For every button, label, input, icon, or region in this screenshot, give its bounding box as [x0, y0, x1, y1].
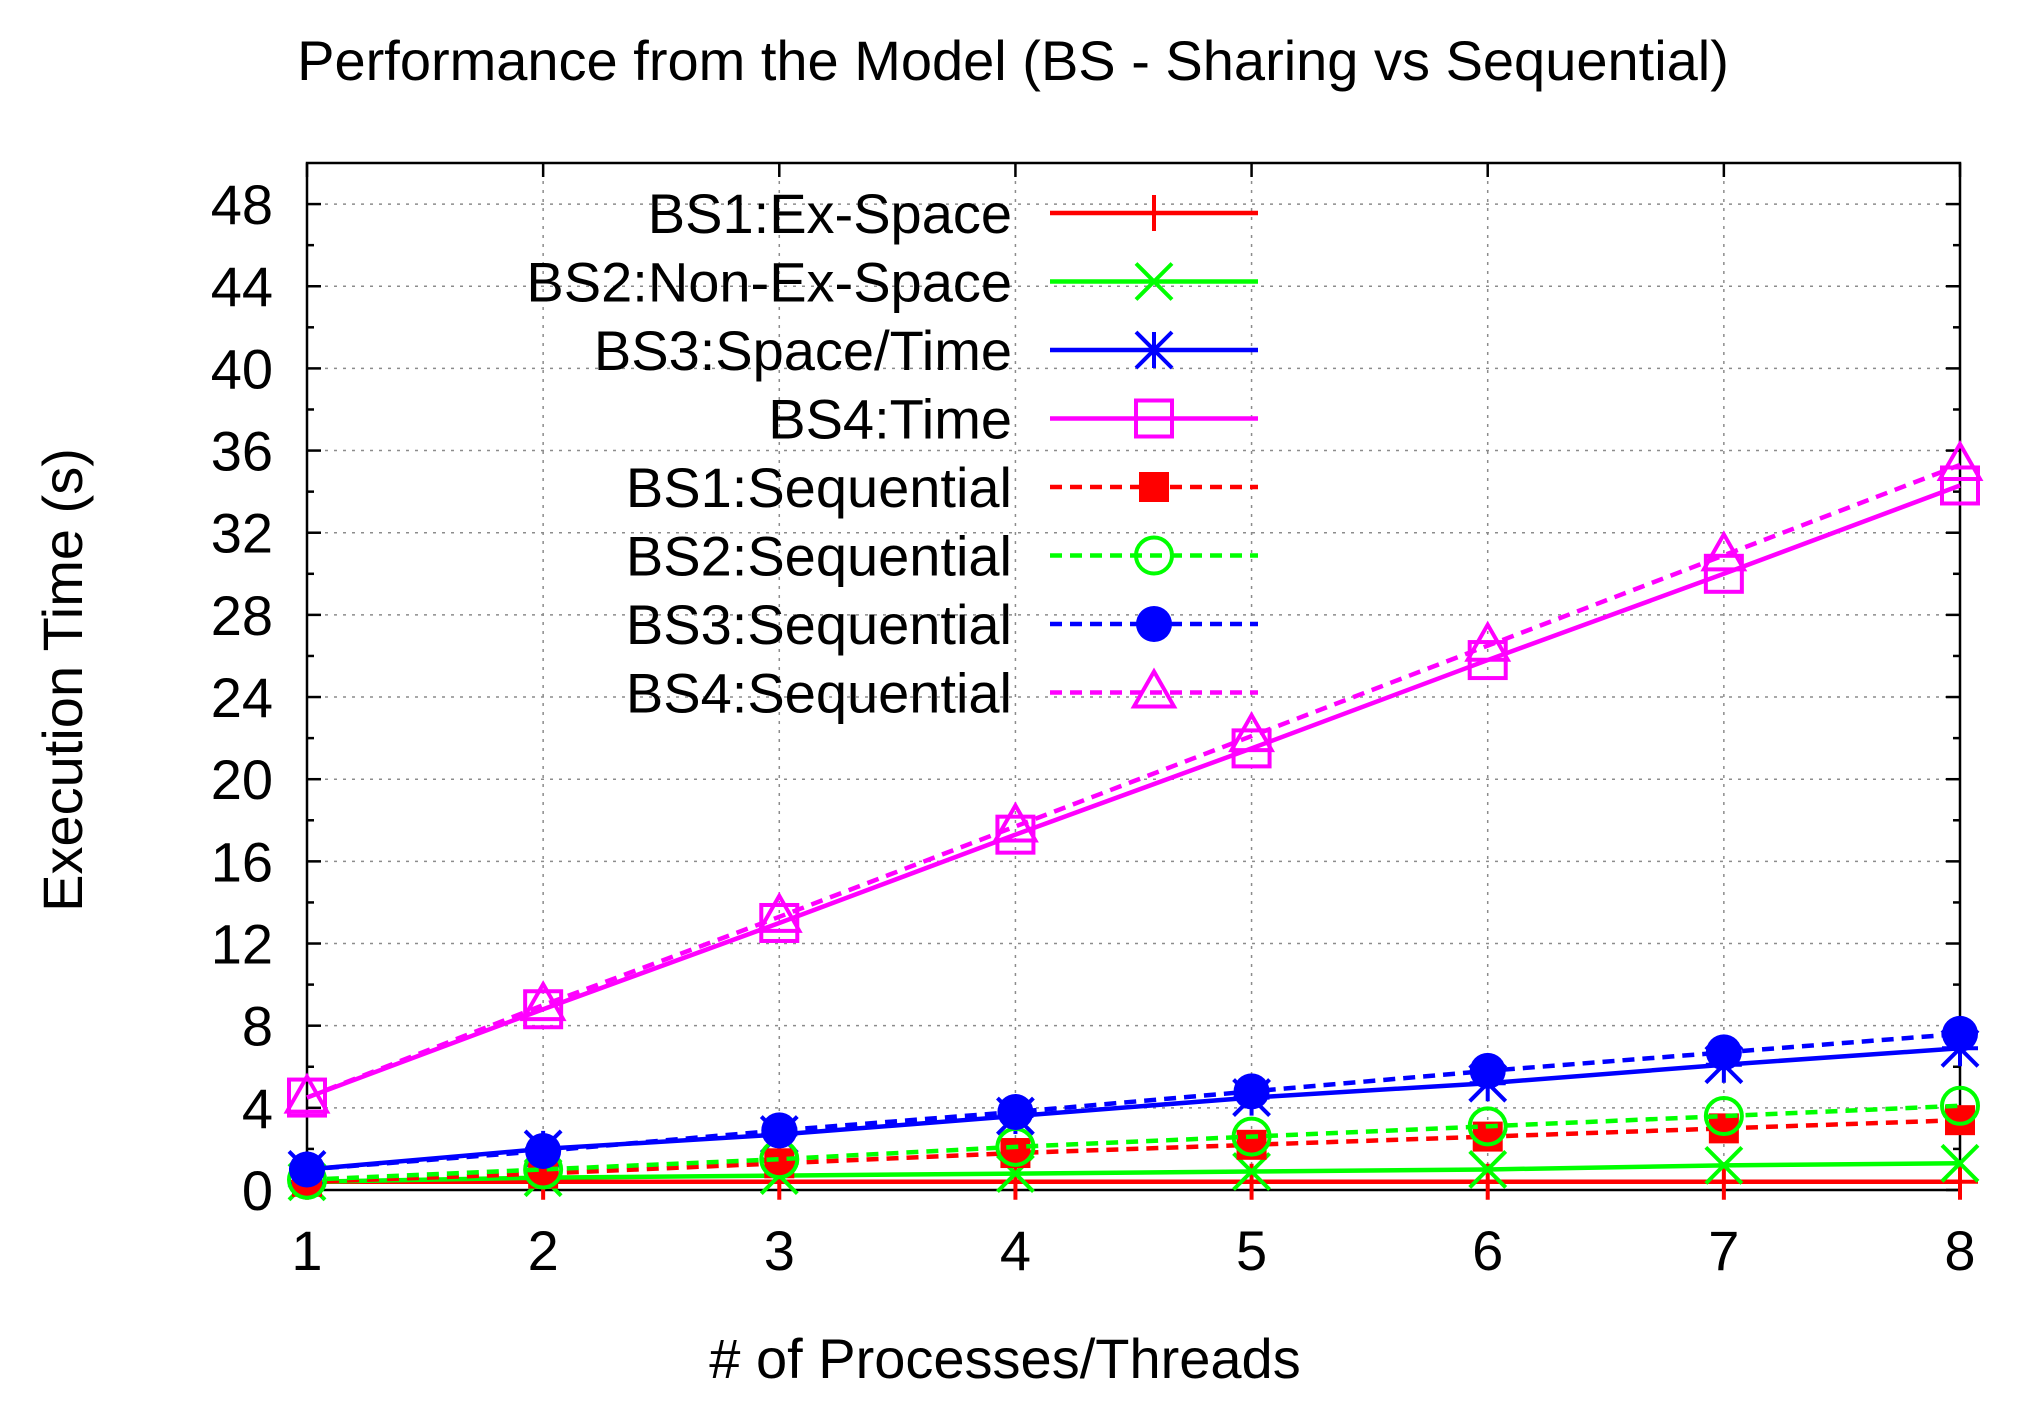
grid-layer: [307, 163, 1960, 1190]
legend-label: BS1:Ex-Space: [648, 182, 1012, 245]
series-bs3-sequential: [289, 1015, 1978, 1188]
data-point: [991, 801, 1039, 843]
series-line: [306, 1117, 1961, 1185]
y-axis-label: Execution Time (s): [31, 448, 94, 912]
data-point: [761, 1112, 798, 1149]
y-tick-label: 20: [211, 748, 273, 811]
series-layer: [283, 439, 1984, 1202]
y-tick-label: 12: [211, 913, 273, 976]
data-point: [1469, 1052, 1506, 1089]
y-tick-label: 4: [242, 1077, 273, 1140]
data-point: [519, 980, 567, 1022]
data-point: [1233, 1073, 1270, 1110]
series-line: [306, 483, 1961, 1100]
data-point: [523, 989, 564, 1030]
data-point: [525, 1132, 562, 1169]
data-point: [1703, 1096, 1744, 1137]
y-tick-label: 24: [211, 666, 273, 729]
legend-label: BS2:Sequential: [626, 525, 1012, 588]
y-tick-label: 36: [211, 420, 273, 483]
y-tick-label: 0: [242, 1159, 273, 1222]
y-tick-label: 16: [211, 830, 273, 893]
x-tick-label: 5: [1236, 1219, 1267, 1282]
data-point: [1136, 606, 1172, 642]
data-point: [1134, 262, 1174, 301]
x-tick-label: 2: [528, 1219, 559, 1282]
legend-label: BS1:Sequential: [626, 456, 1012, 519]
data-point: [1134, 398, 1174, 439]
legend-entry: BS1:Sequential: [626, 456, 1258, 519]
x-tick-label: 8: [1944, 1219, 1975, 1282]
legend-entry: BS3:Space/Time: [594, 319, 1258, 382]
x-tick-label: 3: [764, 1219, 795, 1282]
x-tick-label: 6: [1472, 1219, 1503, 1282]
data-point: [1942, 1015, 1978, 1052]
series-line: [306, 1046, 1961, 1172]
data-point: [1136, 195, 1172, 231]
y-tick-label: 32: [211, 502, 273, 565]
x-tick-label: 7: [1708, 1219, 1739, 1282]
data-point: [1134, 330, 1174, 370]
data-point: [1703, 553, 1744, 594]
legend-label: BS4:Time: [768, 388, 1012, 451]
data-point: [289, 1151, 325, 1188]
plot-frame: [305, 161, 1962, 1192]
x-axis-label: # of Processes/Threads: [709, 1327, 1300, 1390]
legend-entry: BS3:Sequential: [626, 593, 1258, 656]
data-point: [1940, 1143, 1980, 1183]
data-point: [997, 1093, 1034, 1130]
y-tick-label: 48: [211, 173, 273, 236]
chart-title: Performance from the Model (BS - Sharing…: [297, 29, 1729, 92]
data-point: [1139, 472, 1169, 502]
legend-entry: BS4:Time: [768, 388, 1258, 451]
series-bs4-sequential: [283, 439, 1984, 1114]
x-tick-label: 4: [1000, 1219, 1031, 1282]
data-point: [997, 1163, 1034, 1200]
series-line: [306, 1161, 1961, 1185]
legend-label: BS4:Sequential: [626, 662, 1012, 725]
data-point: [1940, 465, 1980, 506]
data-point: [1464, 620, 1512, 662]
series-line: [306, 1103, 1961, 1182]
data-point: [1700, 530, 1748, 572]
data-point: [1704, 1145, 1744, 1185]
legend-entry: BS1:Ex-Space: [648, 182, 1258, 245]
data-point: [755, 891, 803, 933]
legend-label: BS3:Sequential: [626, 593, 1012, 656]
y-tick-label: 28: [211, 584, 273, 647]
legend: BS1:Ex-SpaceBS2:Non-Ex-SpaceBS3:Space/Ti…: [526, 182, 1258, 725]
data-point: [283, 1072, 331, 1114]
data-point: [1467, 1106, 1508, 1147]
data-point: [1705, 1163, 1742, 1200]
series-line: [306, 462, 1961, 1100]
data-point: [1468, 1150, 1508, 1189]
y-tick-label: 8: [242, 995, 273, 1058]
data-point: [1130, 667, 1178, 709]
data-point: [1942, 1163, 1978, 1200]
y-tick-label: 40: [211, 337, 273, 400]
data-point: [1231, 1116, 1272, 1157]
y-tick-label: 44: [211, 255, 273, 318]
data-point: [1228, 711, 1276, 753]
data-point: [1705, 1034, 1742, 1071]
data-point: [1134, 535, 1174, 576]
legend-entry: BS2:Sequential: [626, 525, 1258, 588]
x-tick-label: 1: [291, 1219, 322, 1282]
legend-entry: BS2:Non-Ex-Space: [526, 251, 1258, 314]
data-point: [1936, 439, 1984, 481]
legend-label: BS2:Non-Ex-Space: [526, 251, 1012, 314]
data-point: [1940, 1085, 1980, 1126]
series-line: [306, 1031, 1961, 1172]
legend-entry: BS4:Sequential: [626, 662, 1258, 725]
legend-label: BS3:Space/Time: [594, 319, 1012, 382]
